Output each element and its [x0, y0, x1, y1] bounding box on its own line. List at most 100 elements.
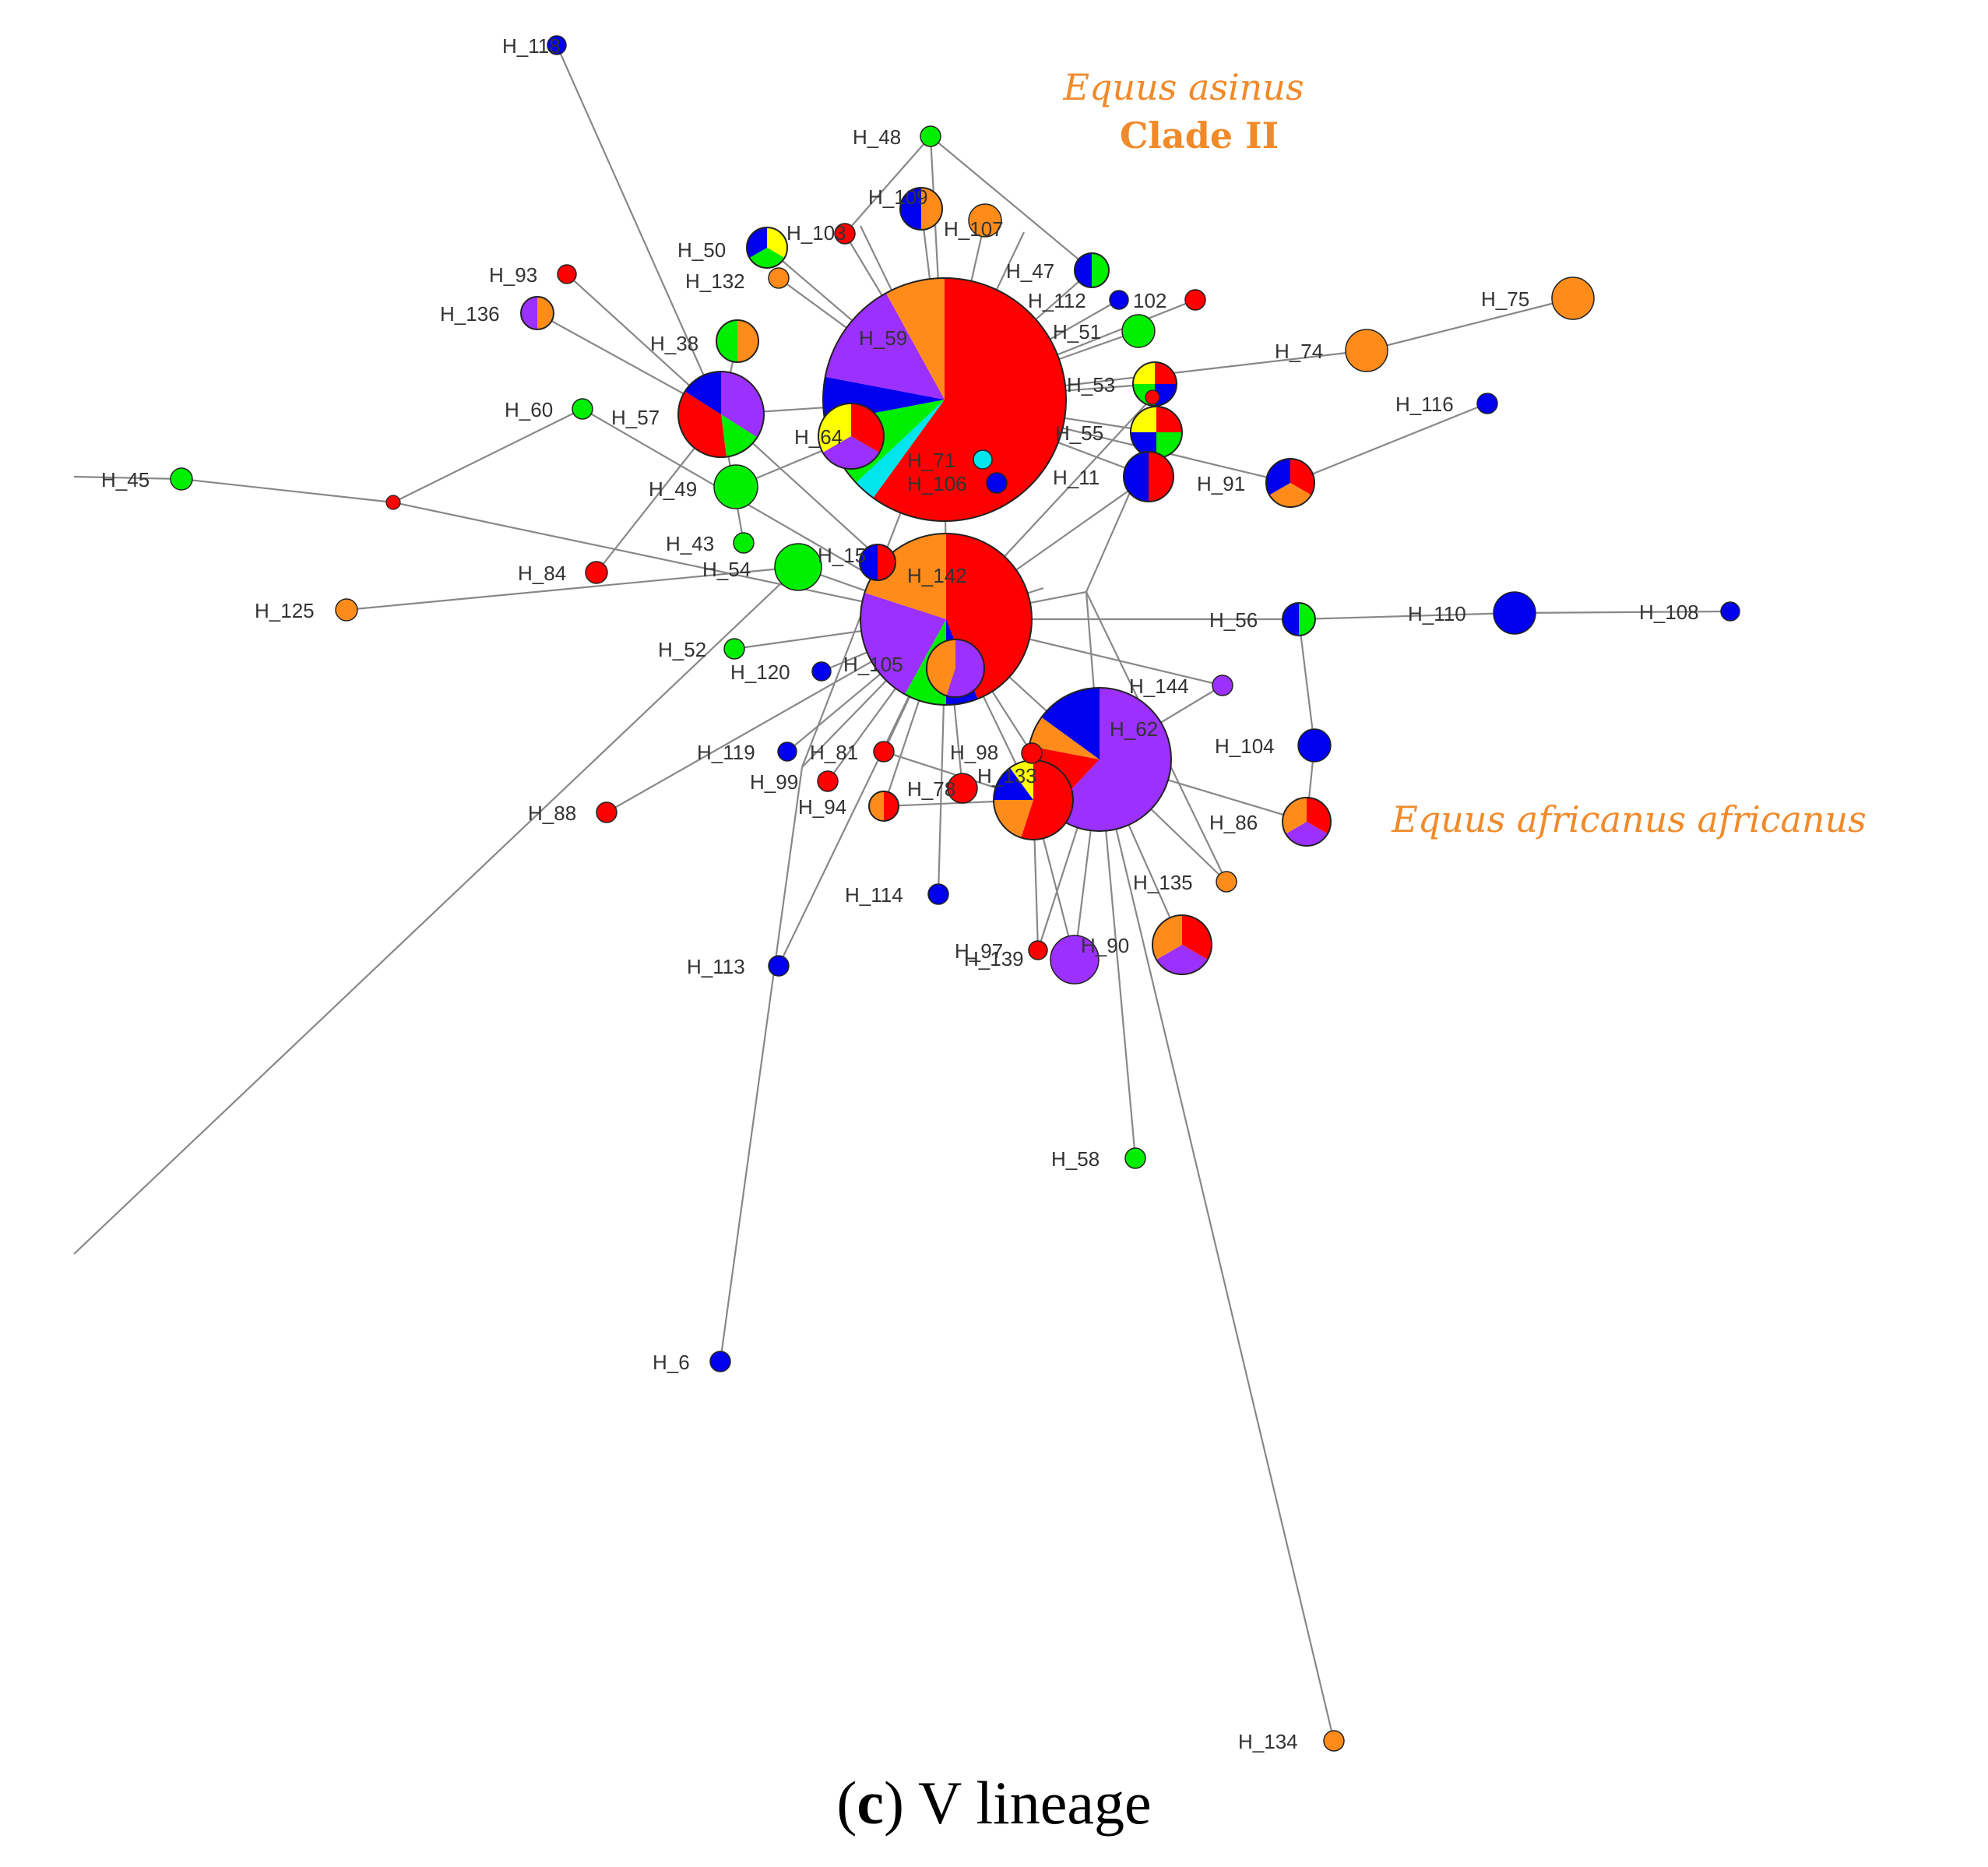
node-h-11 [1123, 451, 1174, 502]
node-slice [713, 464, 758, 509]
node-label-h-88: H_88 [528, 801, 576, 825]
node-slice [572, 398, 593, 420]
node-slice-red [884, 791, 899, 821]
node-label-h-81: H_81 [810, 741, 858, 764]
node-label-h-99: H_99 [750, 770, 798, 794]
node-slice [335, 598, 358, 622]
node-h-116 [1476, 393, 1498, 414]
node-slice-blue [860, 544, 878, 580]
node-h-112 [1109, 290, 1129, 310]
node-slice [768, 955, 790, 977]
node-label-h-120: H_120 [730, 660, 790, 684]
node-slice-orange [1269, 483, 1311, 507]
node-h-74 [1345, 329, 1388, 372]
node-slice [920, 125, 941, 147]
node-slice-purple [946, 639, 985, 698]
edge-h_6-v2 [719, 766, 804, 1362]
edge-h_60-v1 [392, 408, 583, 503]
node-h-99 [817, 770, 839, 792]
node-h-136 [520, 296, 554, 330]
node-slice-blue [1075, 253, 1092, 287]
node-h-15 [859, 544, 896, 581]
median-vertex [1145, 389, 1160, 405]
node-slice [927, 883, 949, 905]
node-h-139 [1050, 935, 1100, 985]
node-h-125 [335, 598, 358, 622]
node-label-h-91: H_91 [1197, 472, 1245, 495]
node-h-81 [873, 741, 895, 763]
node-slice [1476, 393, 1498, 414]
node-slice-purple [1286, 822, 1328, 846]
caption-open-paren: ( [836, 1769, 857, 1837]
node-label-h-94: H_94 [798, 795, 846, 819]
node-slice-orange [927, 639, 955, 696]
node-slice-blue [1155, 384, 1177, 406]
node-slice [733, 532, 755, 554]
node-label-h-62: H_62 [1110, 717, 1158, 741]
node-outline [1265, 458, 1315, 508]
node-label-h-47: H_47 [1006, 259, 1054, 283]
node-label-h-113: H_113 [687, 955, 745, 978]
node-slice [774, 543, 822, 591]
node-slice [947, 773, 978, 804]
edge-h_45-v1 [181, 477, 394, 504]
node-label-h-125: H_125 [255, 599, 315, 622]
node-h-94 [868, 791, 899, 822]
node-outline [520, 296, 554, 330]
caption-text: ) V lineage [883, 1769, 1152, 1837]
node-h-106 [986, 472, 1008, 494]
node-slice-purple [825, 293, 945, 400]
node-slice [817, 770, 839, 792]
node-h-49 [713, 464, 758, 509]
node-label-h-104: H_104 [1215, 734, 1275, 758]
node-slice-yellow [1010, 760, 1033, 800]
node-slice-green [1156, 432, 1182, 458]
node-label-h-118: H_118 [502, 34, 561, 58]
node-h-51 [1121, 314, 1156, 348]
node-slice-orange [737, 320, 758, 362]
node-slice-purple [521, 297, 537, 329]
node-label-h-54: H_54 [702, 558, 751, 581]
node-h-109 [899, 187, 943, 231]
node-slice-red [851, 403, 884, 453]
node-slice-red [1156, 407, 1182, 432]
node-h-90 [1152, 914, 1212, 975]
node-slice [1216, 871, 1237, 893]
node-slice-green [749, 248, 785, 268]
edge-h_118-h_57 [555, 44, 723, 415]
node-slice-blue [1283, 603, 1299, 636]
node-slice-red [677, 391, 727, 457]
edge-h_110-h_108 [1514, 610, 1731, 615]
node-h-97 [1028, 940, 1048, 960]
node-label-h-51: H_51 [1053, 320, 1101, 343]
network-nodes [170, 35, 1740, 1752]
node-label-h-136: H_136 [440, 302, 500, 326]
node-slice [1028, 940, 1048, 960]
node-outline [1132, 361, 1177, 407]
node-slice [1551, 277, 1595, 320]
node-label-h-48: H_48 [853, 125, 901, 149]
node-outline [899, 187, 943, 231]
edge-h_56-h_104 [1297, 618, 1316, 746]
node-h-132 [768, 267, 790, 289]
node-outline [1152, 914, 1212, 975]
node-h-45 [170, 467, 193, 491]
edge-h_56-h_110 [1298, 611, 1515, 621]
node-outline [677, 371, 765, 458]
node-h-133 [993, 759, 1074, 840]
node-label-h-64: H_64 [794, 425, 843, 449]
node-label-h-114: H_114 [845, 883, 903, 907]
node-label-h-107: H_107 [944, 217, 1004, 241]
node-label-h-116: H_116 [1395, 393, 1454, 416]
node-slice-red [873, 277, 1067, 522]
node-h-86 [1282, 797, 1332, 847]
node-h-88 [596, 801, 618, 823]
node-label-h-135: H_135 [1133, 871, 1193, 894]
edge-v1-h_142 [392, 501, 947, 621]
node-slice [1184, 289, 1206, 311]
node-label-h-139: H_139 [964, 947, 1024, 970]
node-slice-orange [537, 297, 554, 329]
node-h-135 [1216, 871, 1237, 893]
node-slice-orange [864, 534, 946, 619]
